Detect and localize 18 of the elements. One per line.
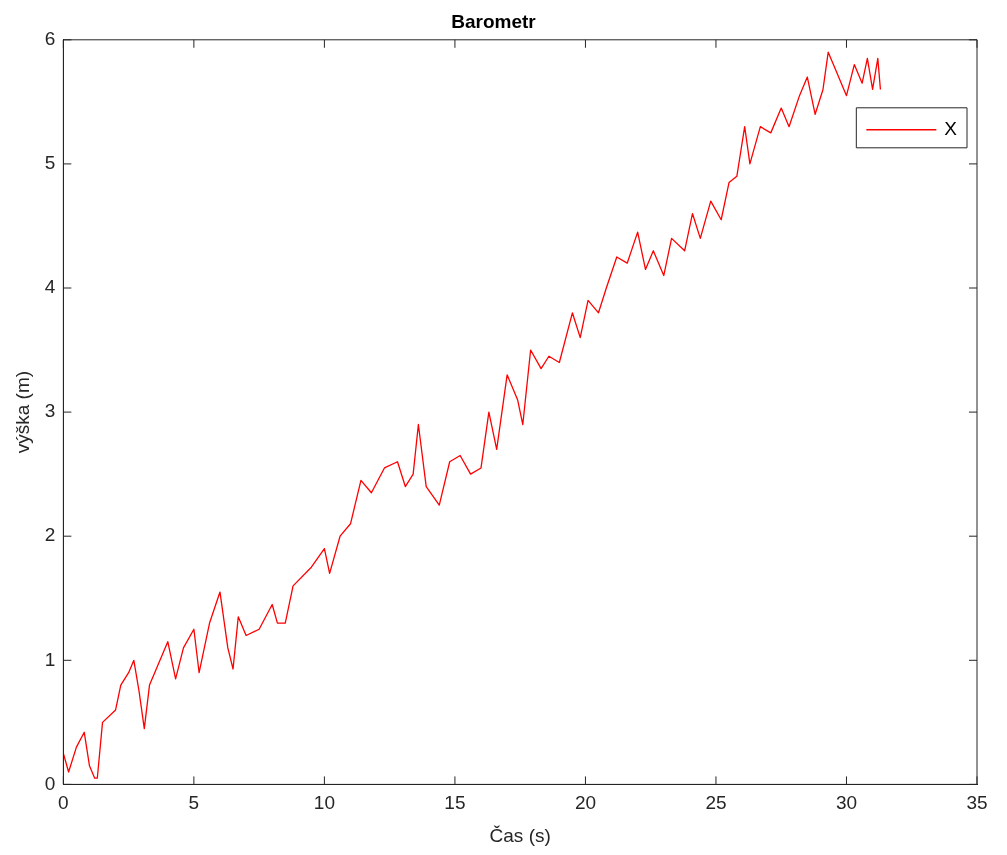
y-tick-label: 0 [44, 772, 56, 794]
x-axis-title: Čas (s) [489, 824, 551, 846]
y-tick-label: 2 [44, 524, 56, 546]
y-tick-label: 6 [44, 28, 56, 50]
y-tick-label: 5 [44, 152, 56, 174]
x-tick-label: 25 [705, 792, 727, 814]
x-tick-label: 20 [574, 792, 597, 814]
y-axis-title: výška (m) [11, 370, 33, 454]
y-tick-label: 4 [44, 276, 56, 298]
chart-title: Barometr [451, 10, 537, 32]
x-tick-label: 15 [444, 792, 466, 814]
x-tick-label: 10 [313, 792, 335, 814]
y-tick-label: 1 [44, 648, 56, 670]
legend-label: X [944, 118, 958, 140]
x-tick-label: 5 [188, 792, 200, 814]
y-tick-label: 3 [44, 400, 56, 422]
x-tick-label: 30 [835, 792, 858, 814]
x-tick-label: 35 [966, 792, 988, 814]
